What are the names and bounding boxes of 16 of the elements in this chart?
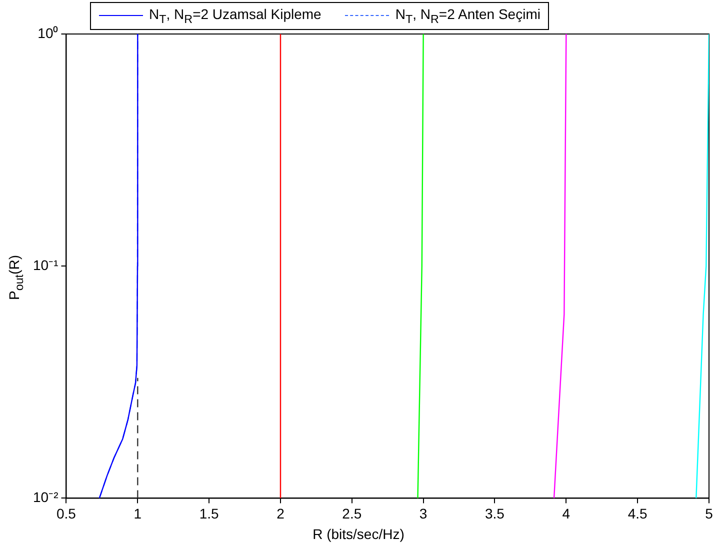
y-tick-label: 10⁻¹ [33, 256, 59, 273]
y-tick-label: 10⁰ [38, 24, 58, 41]
x-tick-label: 2 [276, 505, 285, 522]
x-tick-label: 3 [419, 505, 428, 522]
x-tick-label: 4 [562, 505, 570, 522]
legend-label: N$_{T}$, N$_{R}$=2 Anten Seçimi [395, 6, 540, 26]
x-axis-title: R (bits/sec/Hz) [312, 526, 406, 542]
x-tick-label: 0.5 [56, 505, 76, 522]
y-tick-label: 10⁻² [33, 489, 59, 506]
x-tick-label: 5 [705, 505, 714, 522]
legend-label: N$_{T}$, N$_{R}$=2 Uzamsal Kipleme [149, 6, 322, 26]
x-tick-label: 1 [134, 505, 142, 522]
x-tick-label: 2.5 [342, 505, 362, 522]
x-tick-label: 3.5 [485, 505, 505, 522]
x-tick-label: 4.5 [628, 505, 648, 522]
x-tick-label: 1.5 [199, 505, 220, 522]
